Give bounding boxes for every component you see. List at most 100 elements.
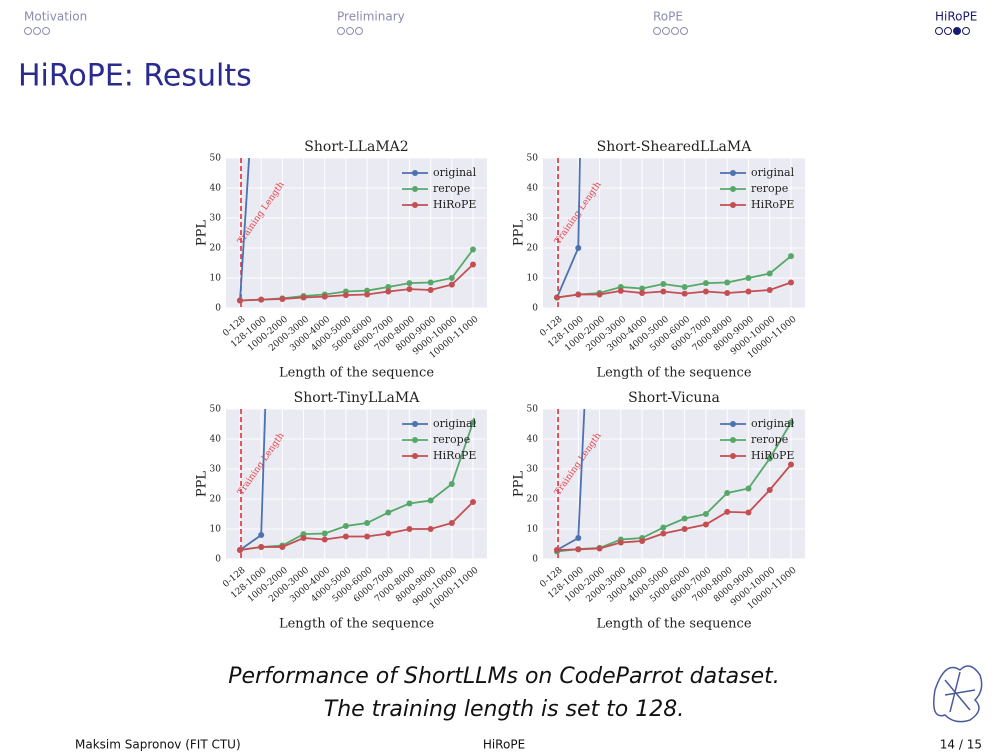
legend-label: rerope [751,433,788,446]
x-axis-label: Length of the sequence [279,617,434,632]
point [788,419,794,426]
plot [237,158,476,304]
plot-area [543,158,805,308]
y-tick-label: 30 [527,214,539,224]
point [470,246,476,253]
legend-label: rerope [751,182,788,195]
plot-area [226,409,487,559]
point [575,546,582,553]
point [766,287,773,293]
nav-item[interactable]: Motivation [24,10,87,24]
point [237,547,243,553]
legend-marker [730,453,736,459]
point [617,539,624,546]
point [702,521,709,528]
y-axis-label: PPL [512,220,527,246]
point [279,296,286,302]
point [724,290,731,296]
point [745,509,752,516]
y-tick-label: 30 [527,465,539,475]
point [681,526,688,532]
y-tick-label: 50 [527,154,539,164]
point [258,532,265,538]
y-tick-label: 0 [215,555,221,565]
nav-item[interactable]: HiRoPE [935,10,977,24]
y-tick-label: 50 [210,405,222,415]
point [448,275,455,281]
y-axis-label: PPL [512,471,527,497]
point [681,284,688,290]
legend-marker [412,421,418,427]
y-tick-label: 10 [527,525,539,535]
point [575,291,582,298]
point [427,287,434,293]
nav-item[interactable]: Preliminary [337,10,405,24]
nav: Motivation Preliminary RoPE HiRoPE [24,10,977,24]
caption: Performance of ShortLLMs on CodeParrot d… [228,664,780,722]
legend-marker [730,186,736,192]
point [617,287,624,294]
point [448,481,455,487]
point [300,294,307,301]
point [639,290,646,296]
point [575,535,582,541]
series-line [556,463,792,551]
legend-marker [412,186,418,192]
point [788,461,794,468]
footer-page: 14 / 15 [940,738,982,752]
point [660,288,667,295]
series-line [239,501,474,551]
point [702,511,709,517]
plot [554,409,794,555]
logo [933,665,983,723]
point [554,547,560,553]
point [596,545,603,552]
point [258,544,265,550]
chart-title: Short-TinyLLaMA [294,390,421,406]
y-tick-label: 0 [215,304,221,314]
x-axis-label: Length of the sequence [279,366,434,381]
point [385,288,392,295]
legend-label: original [751,166,795,179]
point [406,280,413,287]
point [364,520,371,526]
legend-label: original [751,417,795,430]
y-tick-label: 40 [527,435,539,445]
chart-title: Short-Vicuna [628,390,720,406]
point [745,275,752,281]
legend-marker [730,421,736,427]
y-tick-label: 30 [210,214,222,224]
legend-label: HiRoPE [433,198,476,211]
y-tick-label: 20 [527,244,539,254]
charts: Short-LLaMA2010203040500-128128-10001000… [195,139,805,632]
y-tick-label: 10 [210,274,222,284]
point [724,490,731,496]
y-tick-label: 20 [527,495,539,505]
point [596,291,603,298]
footer-section: HiRoPE [483,738,525,752]
y-axis-label: PPL [195,471,210,497]
y-tick-label: 10 [210,525,222,535]
series-line [556,255,792,299]
point [745,485,752,492]
nav-item[interactable]: RoPE [653,10,683,24]
y-tick-label: 40 [210,184,222,194]
point [258,296,265,303]
point [385,284,392,290]
legend-marker [412,437,418,443]
point [681,515,688,522]
plot [554,158,794,301]
y-tick-label: 10 [527,274,539,284]
y-tick-label: 50 [527,405,539,415]
point [364,291,371,298]
point [745,288,752,295]
point [639,285,646,292]
y-tick-label: 40 [210,435,222,445]
footer-author: Maksim Sapronov (FIT CTU) [75,738,241,752]
x-axis-label: Length of the sequence [596,366,751,381]
point [448,520,455,526]
point [406,526,413,532]
point [237,297,243,304]
point [724,279,731,286]
